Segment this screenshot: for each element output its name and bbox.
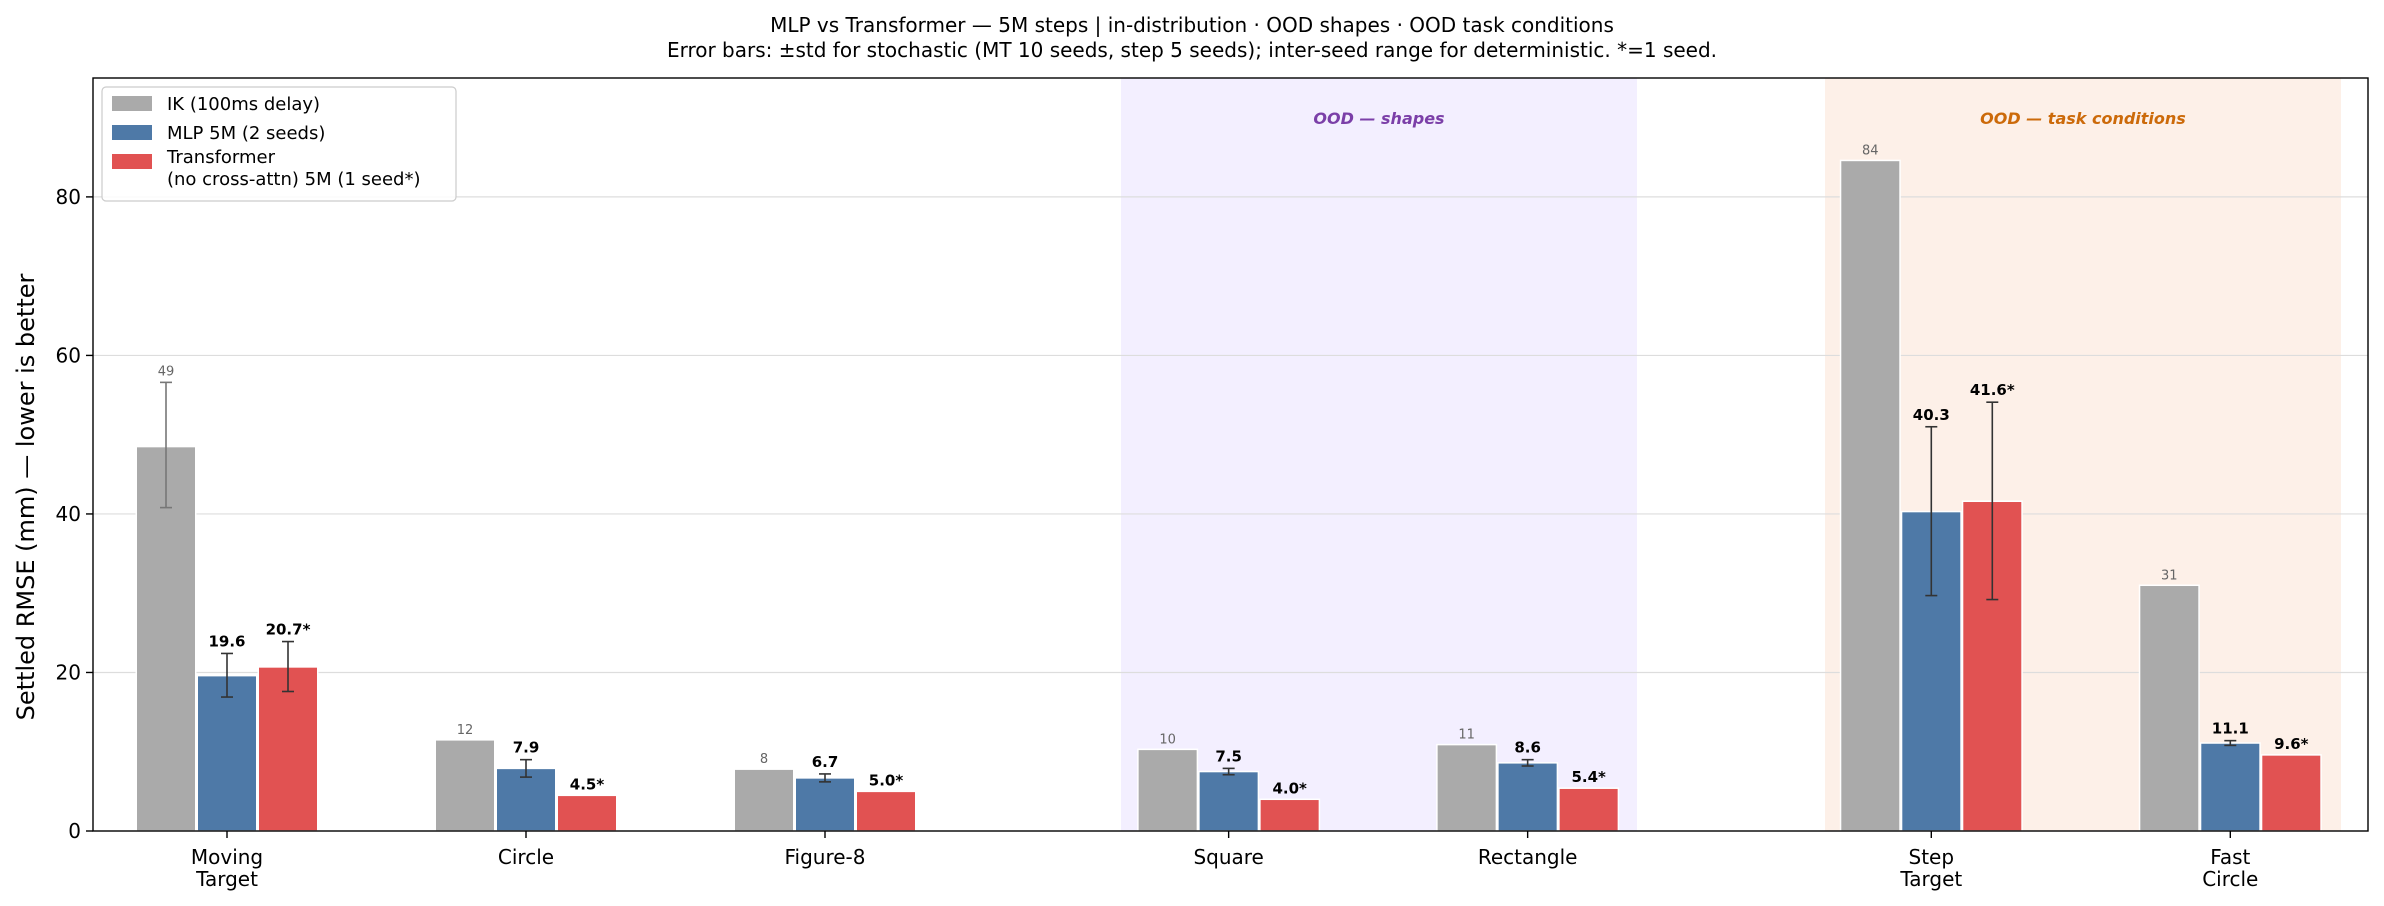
x-tick-label: Target	[1899, 867, 1962, 891]
data-label: 7.5	[1215, 747, 1242, 765]
data-label: 19.6	[208, 632, 245, 650]
plot-frame	[92, 77, 2369, 832]
x-tick-label: Circle	[498, 845, 554, 869]
bar	[257, 666, 319, 832]
x-tick-label: Figure-8	[784, 845, 865, 869]
legend-label: (no cross-attn) 5M (1 seed*)	[167, 169, 421, 190]
x-tick-label: Step	[1909, 845, 1955, 869]
bar	[1198, 770, 1260, 832]
data-label: 6.7	[812, 753, 839, 771]
data-label: 4.5*	[570, 775, 605, 793]
bar	[434, 739, 496, 832]
region-label: OOD — shapes	[1313, 109, 1444, 128]
bar	[1839, 159, 1901, 832]
legend-swatch	[112, 125, 152, 140]
x-tick-label: Target	[195, 867, 258, 891]
data-label: 20.7*	[266, 621, 311, 639]
data-label: 41.6*	[1970, 381, 2015, 399]
x-tick-label: Rectangle	[1478, 845, 1578, 869]
legend-swatch	[112, 96, 152, 111]
bar	[855, 790, 917, 832]
region-band	[1121, 78, 1637, 831]
x-tick-label: Moving	[191, 845, 263, 869]
data-label: 11	[1458, 728, 1475, 743]
bar	[556, 794, 618, 832]
legend: IK (100ms delay) MLP 5M (2 seeds) Transfor…	[101, 86, 457, 202]
data-label: 5.4*	[1571, 768, 1606, 786]
data-label: 31	[2161, 568, 2178, 583]
bar	[2199, 742, 2261, 832]
bar	[1259, 798, 1321, 832]
data-label: 49	[158, 364, 175, 379]
x-tick-label: Fast	[2210, 845, 2250, 869]
bar	[1497, 762, 1559, 832]
legend-box	[101, 86, 457, 202]
data-label: 4.0*	[1272, 779, 1307, 797]
bar	[1436, 743, 1498, 832]
data-label: 40.3	[1913, 406, 1950, 424]
bar	[196, 674, 258, 832]
data-label: 7.9	[513, 739, 540, 757]
bar	[2260, 754, 2322, 832]
bar	[794, 777, 856, 832]
y-tick-label: 60	[56, 343, 81, 367]
data-label: 8.6	[1514, 739, 1541, 757]
bar	[2138, 584, 2200, 832]
data-label: 12	[457, 723, 474, 738]
chart-subtitle: Error bars: ±std for stochastic (MT 10 s…	[667, 38, 1717, 62]
y-axis-label: Settled RMSE (mm) — lower is better	[12, 273, 40, 720]
y-tick-label: 40	[56, 502, 81, 526]
legend-swatch	[112, 154, 152, 169]
y-tick-label: 80	[56, 185, 81, 209]
chart-title: MLP vs Transformer — 5M steps | in-distr…	[770, 13, 1614, 37]
y-tick-label: 0	[68, 819, 81, 843]
y-tick-label: 20	[56, 660, 81, 684]
data-label: 5.0*	[869, 771, 904, 789]
data-label: 11.1	[2212, 720, 2249, 738]
bar	[1558, 787, 1620, 832]
data-label: 10	[1159, 732, 1176, 747]
x-tick-label: Circle	[2202, 867, 2258, 891]
legend-label: Transformer	[166, 147, 276, 168]
data-label: 84	[1862, 143, 1879, 158]
x-tick-label: Square	[1193, 845, 1263, 869]
region-label: OOD — task conditions	[1980, 109, 2186, 128]
legend-label: MLP 5M (2 seeds)	[167, 123, 325, 144]
data-label: 8	[760, 752, 768, 767]
data-label: 9.6*	[2274, 735, 2309, 753]
bar	[733, 768, 795, 832]
legend-label: IK (100ms delay)	[167, 94, 320, 115]
bar	[1137, 748, 1199, 832]
